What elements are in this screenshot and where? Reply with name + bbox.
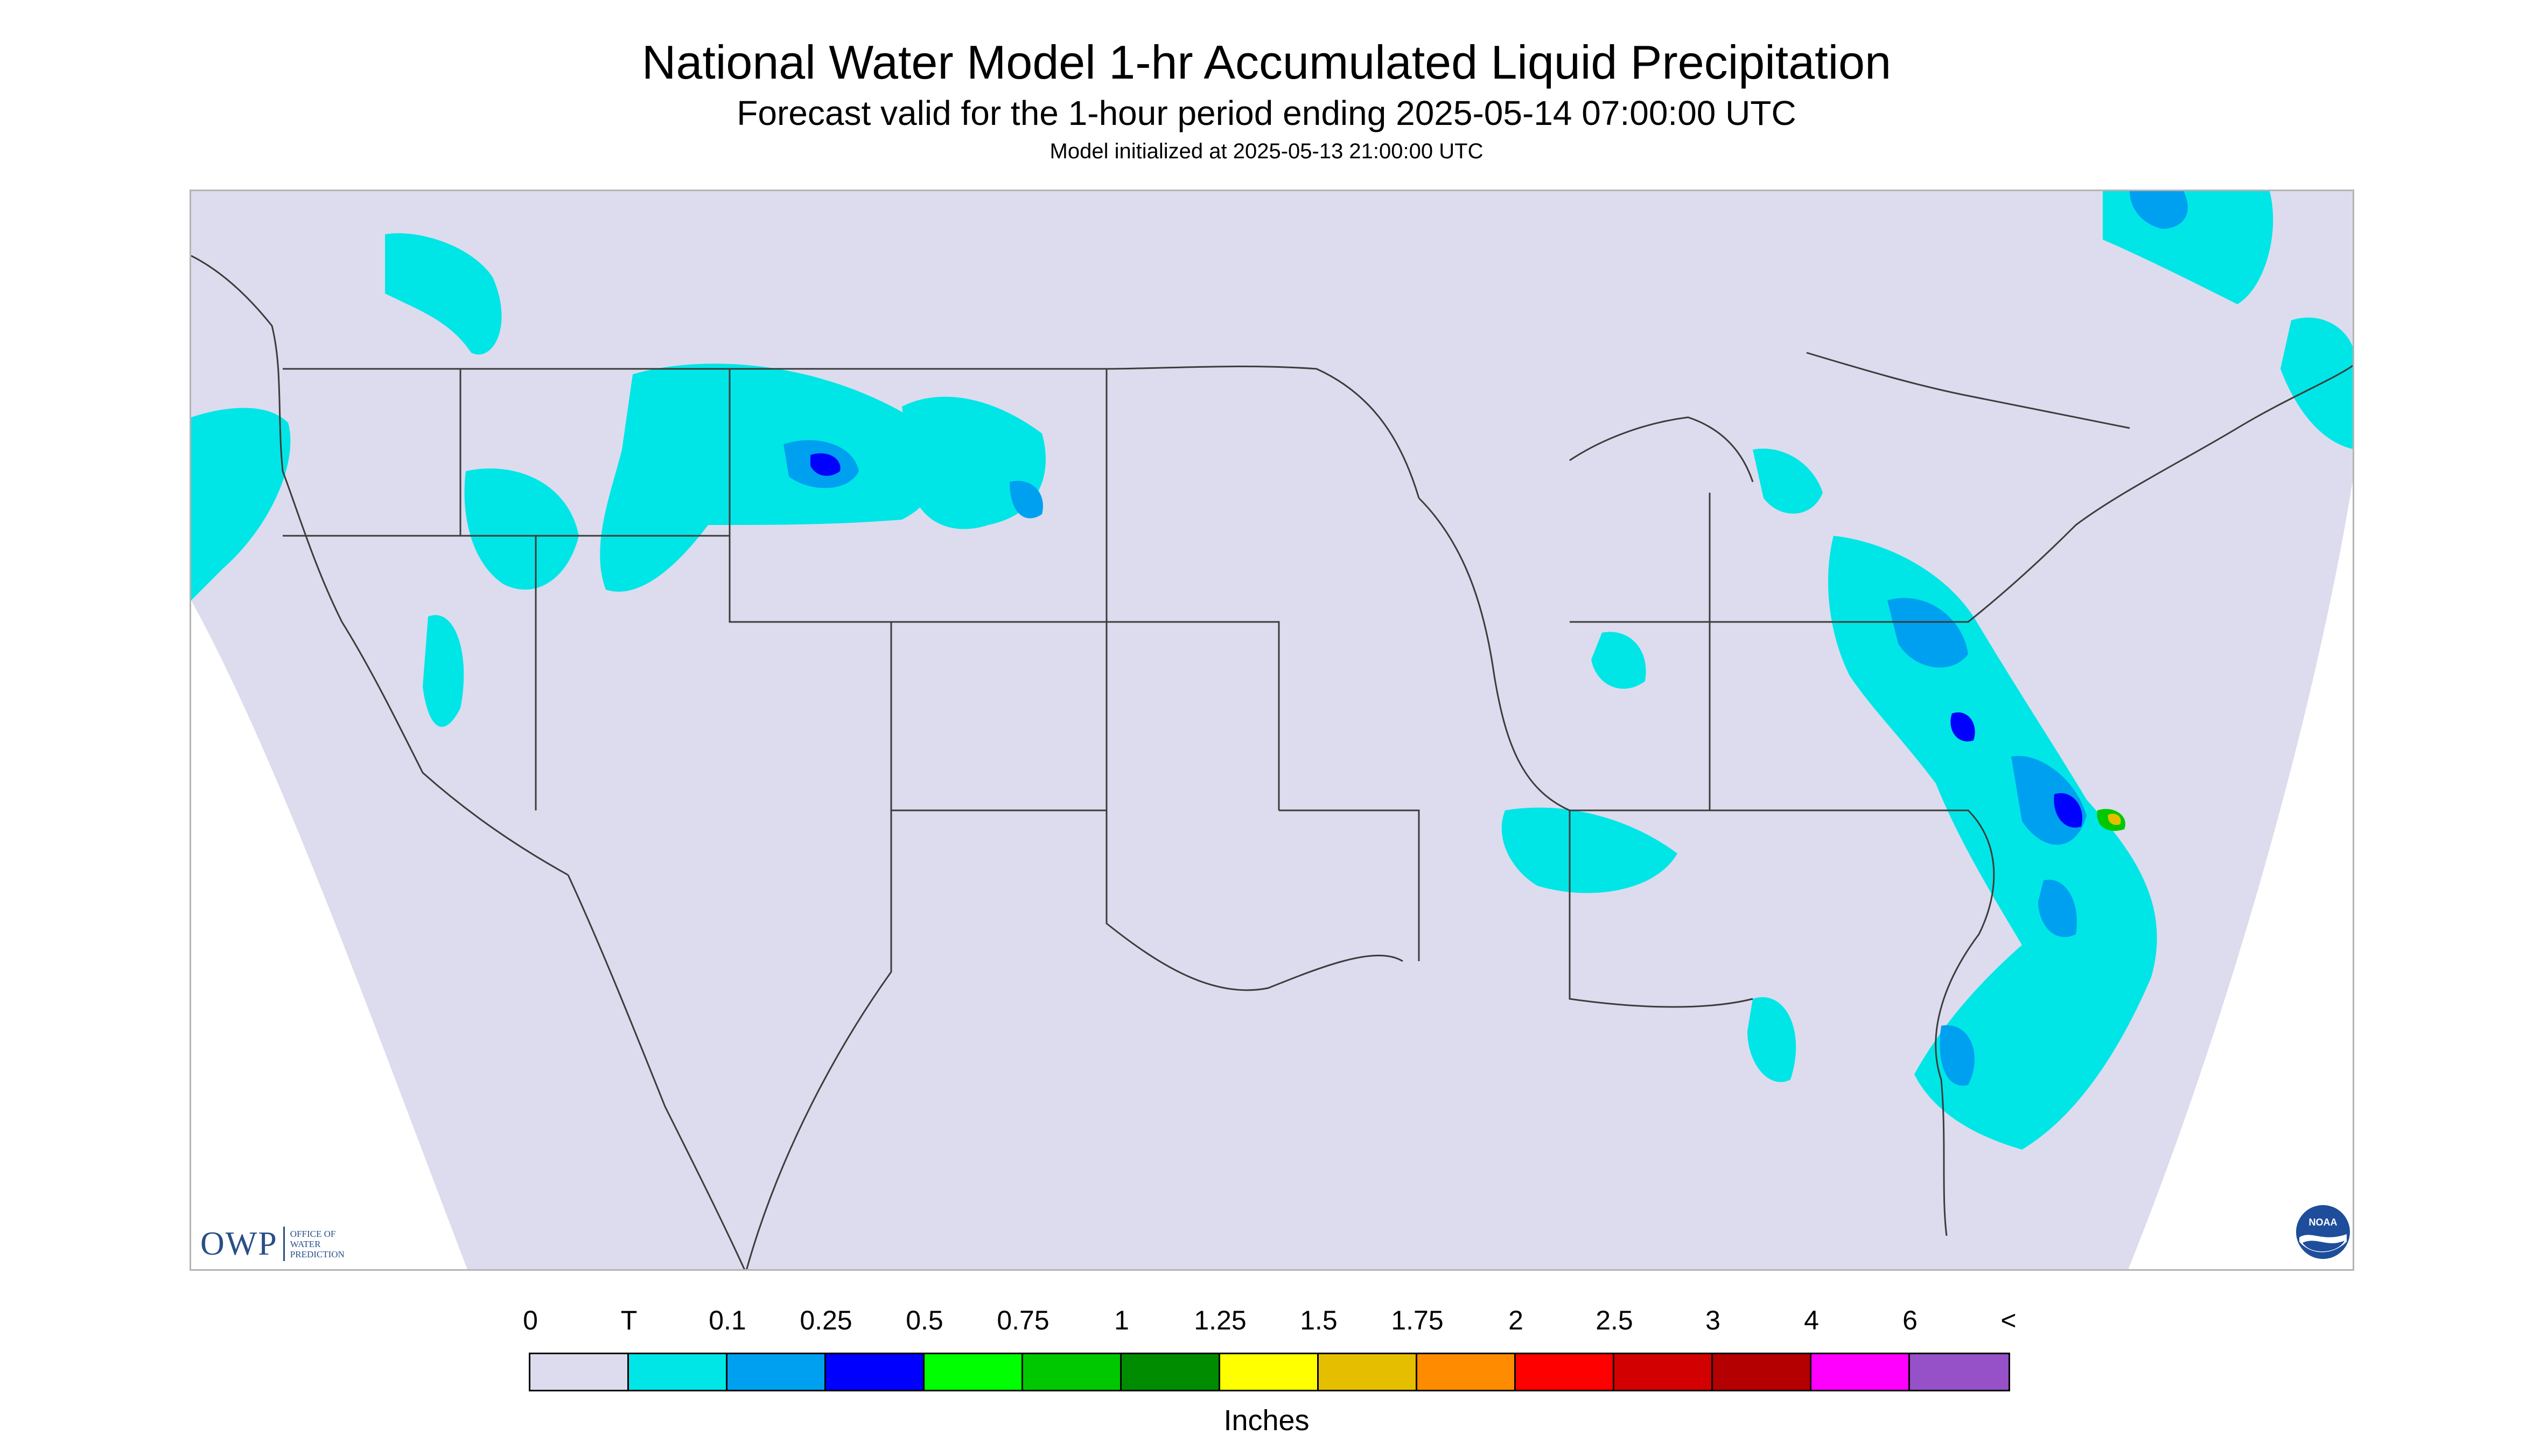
legend-swatch — [925, 1354, 1023, 1390]
legend-swatch — [1910, 1354, 2009, 1390]
legend-label: 0 — [523, 1305, 538, 1335]
legend-label: 0.25 — [800, 1305, 852, 1335]
legend-label: 4 — [1804, 1305, 1819, 1335]
legend-swatch — [727, 1354, 826, 1390]
legend-swatch — [1516, 1354, 1614, 1390]
legend-swatch — [1614, 1354, 1713, 1390]
state-country-borders — [191, 255, 2353, 1269]
map-canvas — [191, 191, 2353, 1269]
legend-label: T — [620, 1305, 638, 1335]
legend-swatch — [530, 1354, 629, 1390]
legend-swatch — [826, 1354, 925, 1390]
owp-logo: OWP Office of Water Prediction — [200, 1222, 366, 1265]
noaa-logo-text: NOAA — [2309, 1217, 2338, 1228]
model-init-time: Model initialized at 2025-05-13 21:00:00… — [1049, 139, 1484, 163]
legend-swatch — [1713, 1354, 1811, 1390]
legend-units: Inches — [1223, 1404, 1310, 1437]
legend-label: 3 — [1705, 1305, 1720, 1335]
legend-swatch — [1417, 1354, 1516, 1390]
legend-label: 1.75 — [1391, 1305, 1444, 1335]
legend-label: 1.25 — [1194, 1305, 1247, 1335]
owp-logo-mark: OWP — [200, 1225, 278, 1262]
legend-swatch — [629, 1354, 727, 1390]
legend-label: 1 — [1114, 1305, 1129, 1335]
legend-label: 2 — [1508, 1305, 1523, 1335]
legend-label: < — [2000, 1305, 2017, 1335]
legend-swatch — [1023, 1354, 1122, 1390]
map-subtitle: Forecast valid for the 1-hour period end… — [737, 94, 1796, 132]
map-title: National Water Model 1-hr Accumulated Li… — [641, 36, 1892, 89]
owp-logo-divider — [283, 1227, 285, 1261]
legend-swatch — [1220, 1354, 1319, 1390]
legend-label: 2.5 — [1596, 1305, 1633, 1335]
precipitation-map — [190, 190, 2354, 1271]
legend-swatch — [1122, 1354, 1220, 1390]
legend-colorbar — [529, 1353, 2010, 1391]
precip-heavy-cores — [2097, 809, 2125, 831]
legend-label: 1.5 — [1300, 1305, 1338, 1335]
legend-swatch — [1811, 1354, 1910, 1390]
noaa-logo: NOAA — [2295, 1204, 2351, 1260]
legend-label: 0.75 — [997, 1305, 1049, 1335]
legend-label: 0.5 — [906, 1305, 943, 1335]
legend-label: 6 — [1902, 1305, 1918, 1335]
precip-trace-areas — [191, 191, 2353, 1150]
noaa-emblem-icon: NOAA — [2296, 1205, 2350, 1259]
precip-medium-areas — [810, 453, 2082, 828]
legend-label: 0.1 — [709, 1305, 746, 1335]
owp-logo-text: Office of Water Prediction — [290, 1228, 345, 1259]
legend-labels: 0 T 0.1 0.25 0.5 0.75 1 1.25 1.5 1.75 2 2.5 3 4 6 < — [0, 1304, 2533, 1342]
legend-swatch — [1319, 1354, 1417, 1390]
